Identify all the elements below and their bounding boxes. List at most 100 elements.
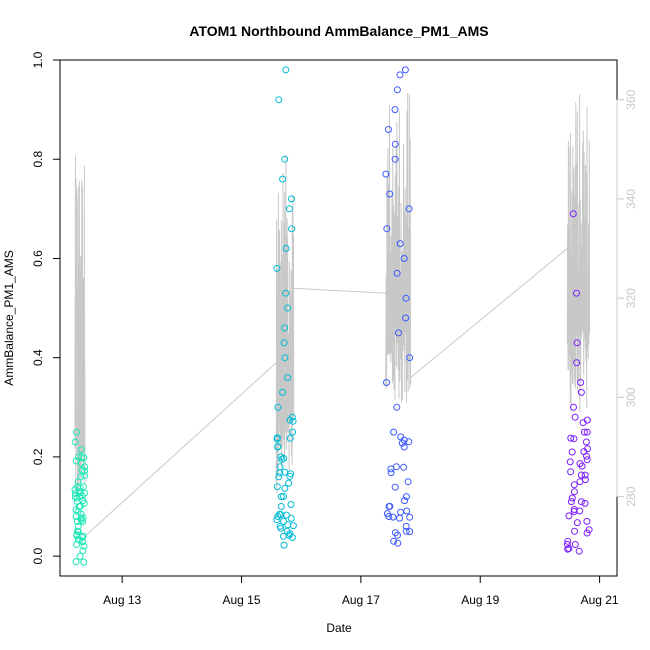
data-point <box>402 314 410 322</box>
data-point <box>393 86 401 94</box>
secondary-line-layer <box>74 92 591 537</box>
data-point <box>71 493 79 501</box>
data-point <box>286 205 293 213</box>
secondary-line-segment <box>293 287 386 294</box>
data-point <box>273 483 281 491</box>
data-point <box>286 472 294 480</box>
data-point <box>383 225 391 233</box>
data-point <box>78 446 86 454</box>
data-point <box>281 468 289 476</box>
data-point <box>288 225 296 233</box>
data-point <box>573 519 581 527</box>
data-point <box>287 514 295 522</box>
data-point <box>81 472 89 480</box>
data-point <box>80 454 88 462</box>
data-point <box>391 483 399 491</box>
y-tick-label: 0.0 <box>31 548 45 565</box>
data-point <box>80 558 88 566</box>
data-point <box>402 522 410 530</box>
data-point <box>567 434 575 442</box>
data-point <box>280 339 288 347</box>
data-point <box>274 443 282 451</box>
data-point <box>581 471 589 479</box>
data-point <box>400 463 408 471</box>
data-point <box>570 435 578 443</box>
data-point <box>573 339 581 347</box>
data-point <box>577 471 585 479</box>
data-point <box>387 469 395 477</box>
data-point <box>286 530 294 538</box>
data-point <box>402 527 410 535</box>
data-point <box>402 294 410 302</box>
axes-layer: Aug 13 Aug 15 Aug 17 Aug 19 Aug 21 0.0 0.2 0.4 0… <box>31 51 638 607</box>
secondary-line-burst <box>74 155 86 498</box>
data-point <box>282 245 290 252</box>
data-point <box>389 513 397 521</box>
data-point <box>79 483 87 491</box>
data-point <box>405 438 413 446</box>
data-point <box>284 521 292 529</box>
data-point <box>72 558 80 566</box>
data-point <box>284 304 292 312</box>
data-point <box>390 428 398 436</box>
data-point <box>279 388 287 396</box>
secondary-tick-label: 320 <box>624 288 638 308</box>
data-point <box>391 529 399 537</box>
secondary-line-burst <box>385 92 412 403</box>
data-point <box>577 379 585 386</box>
data-point <box>577 498 585 506</box>
data-point <box>393 269 401 277</box>
chart-title: ATOM1 Northbound AmmBalance_PM1_AMS <box>189 23 488 39</box>
secondary-tick-label: 300 <box>624 387 638 407</box>
data-point <box>71 486 79 494</box>
data-point <box>79 514 87 522</box>
data-point <box>396 240 404 248</box>
data-point <box>581 476 589 484</box>
data-point <box>286 434 294 442</box>
data-point <box>281 324 289 332</box>
x-tick-label: Aug 15 <box>222 593 260 607</box>
data-point <box>277 493 285 501</box>
data-point <box>565 512 573 520</box>
data-point <box>570 488 578 496</box>
data-point <box>567 498 575 506</box>
data-point <box>287 501 295 508</box>
data-point <box>76 552 84 560</box>
data-point <box>577 388 585 396</box>
x-tick-label: Aug 21 <box>581 593 619 607</box>
data-point <box>405 205 413 213</box>
data-point <box>73 541 80 548</box>
data-point <box>400 443 408 451</box>
data-point <box>387 465 395 473</box>
data-point <box>570 403 577 411</box>
y-tick-label: 0.8 <box>31 151 45 168</box>
data-point <box>282 289 290 297</box>
data-point <box>579 419 587 427</box>
data-point <box>276 510 283 518</box>
data-point <box>273 264 281 272</box>
data-point <box>583 456 591 464</box>
data-point <box>385 126 392 133</box>
secondary-line-segment <box>410 248 568 378</box>
data-point <box>277 503 285 510</box>
secondary-tick-label: 280 <box>624 486 638 506</box>
data-point <box>71 489 79 497</box>
data-point <box>563 540 571 548</box>
data-point <box>80 499 88 507</box>
x-tick-label: Aug 17 <box>342 593 380 607</box>
data-point <box>281 354 289 362</box>
data-point <box>568 448 576 456</box>
x-axis-label: Date <box>326 621 352 635</box>
data-point <box>401 497 408 505</box>
data-point <box>570 481 578 489</box>
data-point <box>581 499 589 507</box>
data-point <box>279 175 287 183</box>
data-point <box>393 403 401 411</box>
data-point <box>275 473 283 481</box>
data-point <box>396 514 404 522</box>
data-point <box>280 517 287 525</box>
data-point <box>79 547 87 555</box>
data-point <box>404 478 412 486</box>
data-point <box>394 539 402 547</box>
y-tick-label: 0.6 <box>31 250 45 267</box>
